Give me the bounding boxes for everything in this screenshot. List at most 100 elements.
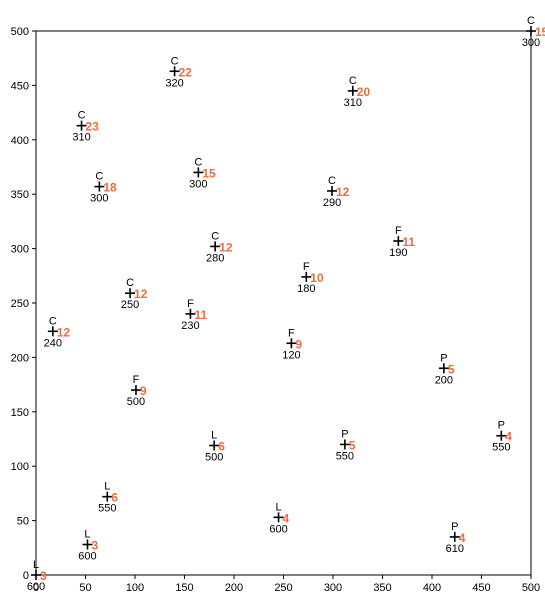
point-count-label: 15 [535,25,545,39]
point-type-label: F [395,225,402,237]
point-count-label: 10 [310,271,324,285]
point-count-label: 9 [295,337,302,351]
x-tick-label: 450 [472,582,490,594]
point-type-label: C [527,15,535,27]
point-type-label: L [275,501,281,513]
point-count-label: 11 [402,235,415,249]
x-tick-label: 150 [175,582,193,594]
point-type-label: C [78,110,86,122]
point-count-label: 3 [91,539,98,553]
point-type-label: C [194,156,202,168]
y-tick-label: 250 [11,298,29,310]
point-value-label: 180 [297,283,315,295]
point-value-label: 290 [323,197,341,209]
y-tick-label: 150 [11,407,29,419]
x-tick-label: 100 [126,582,144,594]
point-value-label: 120 [282,349,300,361]
point-count-label: 5 [448,362,455,376]
y-tick-label: 500 [11,26,29,38]
point-type-label: C [349,75,357,87]
x-tick-label: 50 [79,582,91,594]
point-type-label: C [171,55,179,67]
point-type-label: F [288,327,295,339]
point-type-label: C [126,277,134,289]
point-count-label: 3 [40,569,47,583]
point-value-label: 300 [189,178,207,190]
point-count-label: 12 [134,287,148,301]
point-value-label: 500 [127,396,145,408]
x-tick-label: 300 [324,582,342,594]
x-tick-label: 400 [423,582,441,594]
point-value-label: 550 [336,450,354,462]
y-tick-label: 50 [17,516,29,528]
point-type-label: C [211,230,219,242]
axis-ticks: 0 50 100 150 200 250 300 350 400 450 500 0 50 100 150 2… [11,26,541,594]
x-tick-label: 500 [522,582,540,594]
y-tick-label: 300 [11,244,29,256]
point-count-label: 6 [218,440,225,454]
y-tick-label: 0 [23,570,29,582]
point-count-label: 4 [505,430,512,444]
point-count-label: 20 [357,85,371,99]
point-type-label: P [341,428,348,440]
point-count-label: 15 [202,166,216,180]
point-value-label: 550 [98,503,116,515]
point-type-label: C [95,171,103,183]
point-type-label: L [211,430,217,442]
point-count-label: 12 [57,325,71,339]
point-count-label: 5 [349,438,356,452]
point-count-label: 6 [111,491,118,505]
point-type-label: P [451,521,458,533]
point-value-label: 230 [181,320,199,332]
point-count-label: 4 [459,531,466,545]
point-value-label: 500 [205,452,223,464]
point-type-label: F [303,261,310,273]
point-count-label: 12 [336,185,350,199]
point-type-label: F [187,298,194,310]
point-value-label: 320 [165,77,183,89]
point-count-label: 22 [179,65,193,79]
point-value-label: 600 [269,523,287,535]
y-tick-label: 400 [11,135,29,147]
point-count-label: 9 [140,384,147,398]
point-value-label: 300 [90,193,108,205]
point-value-label: 600 [78,551,96,563]
x-tick-label: 200 [225,582,243,594]
point-count-label: 18 [103,181,117,195]
point-type-label: P [440,352,447,364]
point-value-label: 200 [435,374,453,386]
point-count-label: 11 [194,308,207,322]
point-value-label: 190 [389,247,407,259]
point-value-label: 610 [446,543,464,555]
point-value-label: 240 [44,337,62,349]
y-tick-label: 200 [11,352,29,364]
x-tick-label: 250 [274,582,292,594]
y-tick-label: 450 [11,80,29,92]
plot-frame [35,30,532,576]
y-tick-label: 100 [11,461,29,473]
point-type-label: F [133,374,140,386]
point-value-label: 310 [72,132,90,144]
